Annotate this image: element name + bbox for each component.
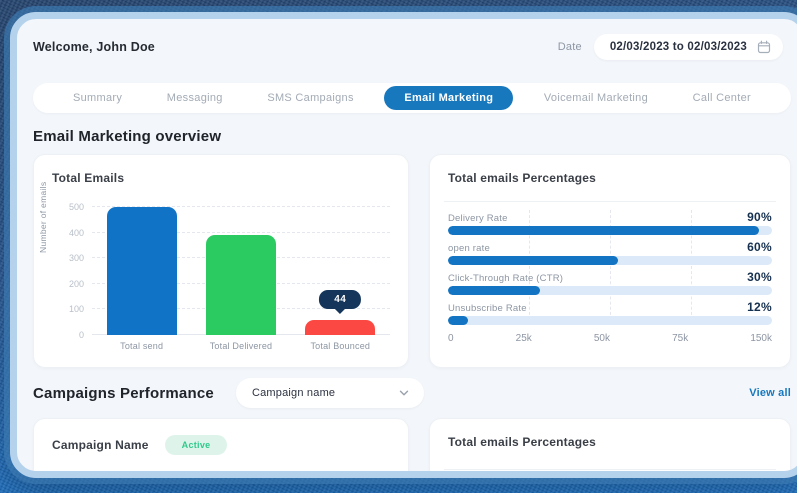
x-tick-total-delivered: Total Delivered <box>209 341 273 351</box>
y-tick-label: 200 <box>68 278 84 289</box>
progress-fill <box>448 256 619 265</box>
progress-track <box>448 286 772 295</box>
percent-row-open-rate: open rate 60% <box>448 240 772 265</box>
total-emails-chart: Number of emails 0 100 200 300 400 500 44 Tota… <box>38 182 390 351</box>
campaigns-header: Campaigns Performance Campaign name View… <box>33 378 791 408</box>
tab-messaging[interactable]: Messaging <box>153 86 237 110</box>
bar-chart-x-labels: Total send Total Delivered Total Bounced <box>92 341 390 351</box>
campaign-percentages-card: Total emails Percentages Delivery Rate90… <box>429 418 791 471</box>
view-all-link[interactable]: View all <box>749 387 791 399</box>
bars-group: 44 <box>92 207 390 335</box>
date-range-value: 02/03/2023 to 02/03/2023 <box>609 41 747 53</box>
x-tick-total-send: Total send <box>120 341 164 351</box>
percent-row-value: 30% <box>747 270 772 284</box>
campaign-percentages-title: Total emails Percentages <box>448 435 596 449</box>
card-divider <box>444 469 776 470</box>
tab-sms-campaigns[interactable]: SMS Campaigns <box>253 86 367 110</box>
campaign-cards: Campaign Name Active 500 Total emails Pe… <box>33 418 791 471</box>
date-label: Date <box>557 41 582 53</box>
percent-row-value: 60% <box>747 240 772 254</box>
calendar-icon <box>757 40 771 54</box>
bar-total-bounced[interactable] <box>305 319 376 335</box>
bar-chart-plot: 0 100 200 300 400 500 44 <box>69 202 390 340</box>
vertical-gridline-75 <box>691 210 692 325</box>
y-tick-label: 500 <box>68 202 84 212</box>
h-axis-tick-75k: 75k <box>672 333 689 344</box>
card-divider <box>444 201 776 202</box>
percent-row-header: Delivery Rate 90% <box>448 210 772 226</box>
progress-track <box>448 226 772 235</box>
h-axis-tick-150k: 150k <box>750 333 772 344</box>
x-tick-total-bounced: Total Bounced <box>310 341 371 351</box>
dashboard-page: Welcome, John Doe Date 02/03/2023 to 02/… <box>17 19 797 471</box>
bar-total-delivered[interactable] <box>205 235 276 335</box>
percent-row-value: 90% <box>747 210 772 224</box>
percent-row-label: open rate <box>448 243 490 254</box>
gridline-400: 400 <box>69 228 390 238</box>
bar-slot-total-send <box>106 207 177 335</box>
bar-slot-total-delivered <box>205 235 276 335</box>
bar-tooltip: 44 <box>319 289 362 309</box>
h-axis-tick-0: 0 <box>448 333 454 344</box>
overview-section-title: Email Marketing overview <box>33 128 222 145</box>
gridline-500: 500 <box>69 202 390 212</box>
vertical-gridline-50 <box>610 210 611 325</box>
percent-row-header: Click-Through Rate (CTR) 30% <box>448 270 772 286</box>
campaigns-section-title: Campaigns Performance <box>33 384 214 402</box>
vertical-gridline-25 <box>529 210 530 325</box>
campaign-title-row: Campaign Name Active <box>52 435 390 455</box>
h-axis-tick-25k: 25k <box>515 333 532 344</box>
email-percentages-card: Total emails Percentages Delivery Rate 90… <box>429 154 791 368</box>
progress-fill <box>448 226 760 235</box>
y-axis-label: Number of emails <box>38 181 48 253</box>
campaign-dropdown-value: Campaign name <box>251 387 336 399</box>
percentage-rows: Delivery Rate 90% open rate 60% Click-Throug… <box>448 210 772 325</box>
percent-row-unsubscribe-rate: Unsubscribe Rate 12% <box>448 300 772 325</box>
progress-fill <box>448 286 541 295</box>
percent-row-label: Click-Through Rate (CTR) <box>448 273 564 284</box>
percentage-x-ticks: 0 25k 50k 75k 150k <box>448 333 772 344</box>
y-tick-label: 300 <box>68 253 84 264</box>
campaign-card-title: Campaign Name <box>52 438 149 452</box>
overview-cards: Total Emails Number of emails 0 100 200 300… <box>33 154 791 368</box>
h-axis-tick-50k: 50k <box>593 333 610 344</box>
tab-call-center[interactable]: Call Center <box>679 86 765 110</box>
bar-total-send[interactable] <box>106 207 177 335</box>
percent-row-delivery-rate: Delivery Rate 90% <box>448 210 772 235</box>
campaign-name-dropdown[interactable]: Campaign name <box>235 378 424 408</box>
page-header: Welcome, John Doe Date 02/03/2023 to 02/… <box>33 32 791 62</box>
tab-voicemail-marketing[interactable]: Voicemail Marketing <box>530 86 662 110</box>
app-window: Welcome, John Doe Date 02/03/2023 to 02/… <box>10 12 797 478</box>
active-status-badge: Active <box>164 435 228 455</box>
tab-bar: Summary Messaging SMS Campaigns Email Marke… <box>33 83 791 113</box>
progress-track <box>448 316 772 325</box>
percent-row-label: Unsubscribe Rate <box>448 303 527 314</box>
percent-row-header: open rate 60% <box>448 240 772 256</box>
total-emails-card: Total Emails Number of emails 0 100 200 300… <box>33 154 409 368</box>
total-emails-title: Total Emails <box>52 171 125 185</box>
progress-track <box>448 256 772 265</box>
chevron-down-icon <box>399 390 409 396</box>
percent-row-header: Unsubscribe Rate 12% <box>448 300 772 316</box>
percent-row-value: 12% <box>747 300 772 314</box>
bar-slot-total-bounced: 44 <box>305 289 376 335</box>
percent-row-click-through-rate-ctr: Click-Through Rate (CTR) 30% <box>448 270 772 295</box>
y-tick-label: 400 <box>68 227 84 238</box>
date-range-input[interactable]: 02/03/2023 to 02/03/2023 <box>593 34 783 60</box>
welcome-text: Welcome, John Doe <box>33 40 155 54</box>
y-tick-label: 100 <box>68 304 84 315</box>
percent-row-label: Delivery Rate <box>448 213 508 224</box>
email-percentages-title: Total emails Percentages <box>448 171 596 185</box>
progress-fill <box>448 316 469 325</box>
tab-summary[interactable]: Summary <box>59 86 136 110</box>
campaign-card: Campaign Name Active 500 <box>33 418 409 471</box>
tab-email-marketing[interactable]: Email Marketing <box>384 86 514 110</box>
y-tick-label: 0 <box>78 330 84 340</box>
date-filter: Date 02/03/2023 to 02/03/2023 <box>558 34 783 60</box>
